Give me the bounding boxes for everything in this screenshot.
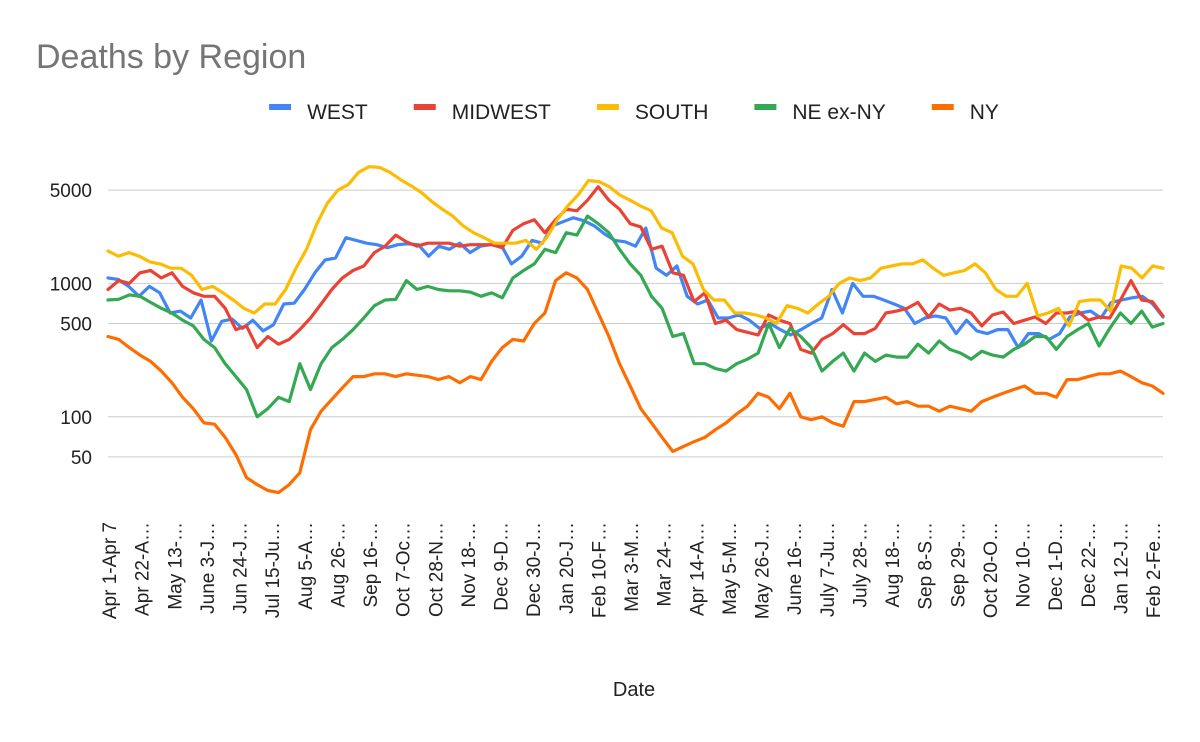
series-line-west: [106, 216, 1165, 350]
y-axis-ticks: 50 100 500 1000 5000: [50, 181, 92, 469]
series-line-ny: [106, 271, 1165, 495]
x-tick-label: Oct 28-N…: [426, 522, 447, 617]
legend-label-south: SOUTH: [635, 101, 709, 124]
x-axis-ticks: Apr 1-Apr 7 Apr 22-A… May 13-… June 3-J… Jun…: [100, 522, 1165, 619]
x-tick-label: Feb 10-F…: [589, 522, 610, 618]
x-tick-label: Apr 14-A…: [687, 522, 708, 616]
x-tick-label: Dec 1-D…: [1046, 522, 1067, 611]
x-tick-label: Aug 5-A…: [296, 522, 317, 610]
x-tick-label: Mar 24-…: [655, 522, 676, 606]
series-line-south: [106, 165, 1165, 328]
x-tick-label: July 7-Ju…: [818, 522, 839, 617]
series-line-midwest: [106, 185, 1165, 355]
x-tick-label: Apr 22-A…: [133, 522, 154, 616]
series-line-ne-ex-ny: [106, 214, 1165, 419]
x-tick-label: June 3-J…: [198, 522, 219, 614]
y-tick-label: 100: [60, 408, 92, 429]
series-layer: [106, 165, 1165, 495]
x-tick-label: May 13-…: [165, 522, 186, 610]
legend: WEST MIDWEST SOUTH NE ex-NY NY: [269, 101, 999, 124]
x-tick-label: Aug 18-…: [883, 522, 904, 608]
x-tick-label: Sep 8-S…: [916, 522, 937, 610]
x-tick-label: June 16-…: [785, 522, 806, 615]
x-tick-label: Dec 30-J…: [524, 522, 545, 617]
x-tick-label: Dec 9-D…: [492, 522, 513, 611]
y-tick-label: 500: [60, 315, 92, 336]
x-tick-label: Jun 24-J…: [231, 522, 252, 614]
y-tick-label: 5000: [50, 181, 92, 202]
x-tick-label: Oct 7-Oc…: [394, 522, 415, 617]
x-tick-label: Dec 22-…: [1079, 522, 1100, 608]
x-tick-label: Jul 15-Ju…: [263, 522, 284, 618]
legend-swatch-ne-ex-ny: [754, 104, 777, 110]
y-tick-label: 50: [71, 448, 92, 469]
x-tick-label: May 26-J…: [753, 522, 774, 619]
x-tick-label: Feb 2-Fe…: [1144, 522, 1165, 618]
legend-swatch-west: [269, 104, 292, 110]
legend-label-west: WEST: [307, 101, 368, 124]
x-tick-label: Jan 12-J…: [1111, 522, 1132, 614]
x-tick-label: Aug 26-…: [328, 522, 349, 608]
x-tick-label: Mar 3-M…: [622, 522, 643, 612]
chart-title: Deaths by Region: [36, 38, 306, 76]
x-tick-label: Oct 20-O…: [981, 522, 1002, 618]
gridlines: [108, 189, 1163, 458]
x-tick-label: Sep 29-…: [948, 522, 969, 608]
legend-swatch-midwest: [413, 104, 436, 110]
x-tick-label: May 5-M…: [720, 522, 741, 615]
x-tick-label: Nov 18-…: [459, 522, 480, 608]
legend-swatch-south: [596, 104, 619, 110]
y-tick-label: 1000: [50, 274, 92, 295]
legend-label-ny: NY: [970, 101, 999, 124]
x-tick-label: Jan 20-J…: [557, 522, 578, 614]
legend-label-ne-ex-ny: NE ex-NY: [792, 101, 885, 124]
legend-label-midwest: MIDWEST: [452, 101, 551, 124]
x-tick-label: Apr 1-Apr 7: [100, 522, 121, 619]
legend-swatch-ny: [931, 104, 954, 110]
x-axis-label: Date: [613, 679, 655, 701]
x-tick-label: Sep 16-…: [361, 522, 382, 608]
x-tick-label: Nov 10-…: [1014, 522, 1035, 608]
x-tick-label: July 28-…: [850, 522, 871, 608]
